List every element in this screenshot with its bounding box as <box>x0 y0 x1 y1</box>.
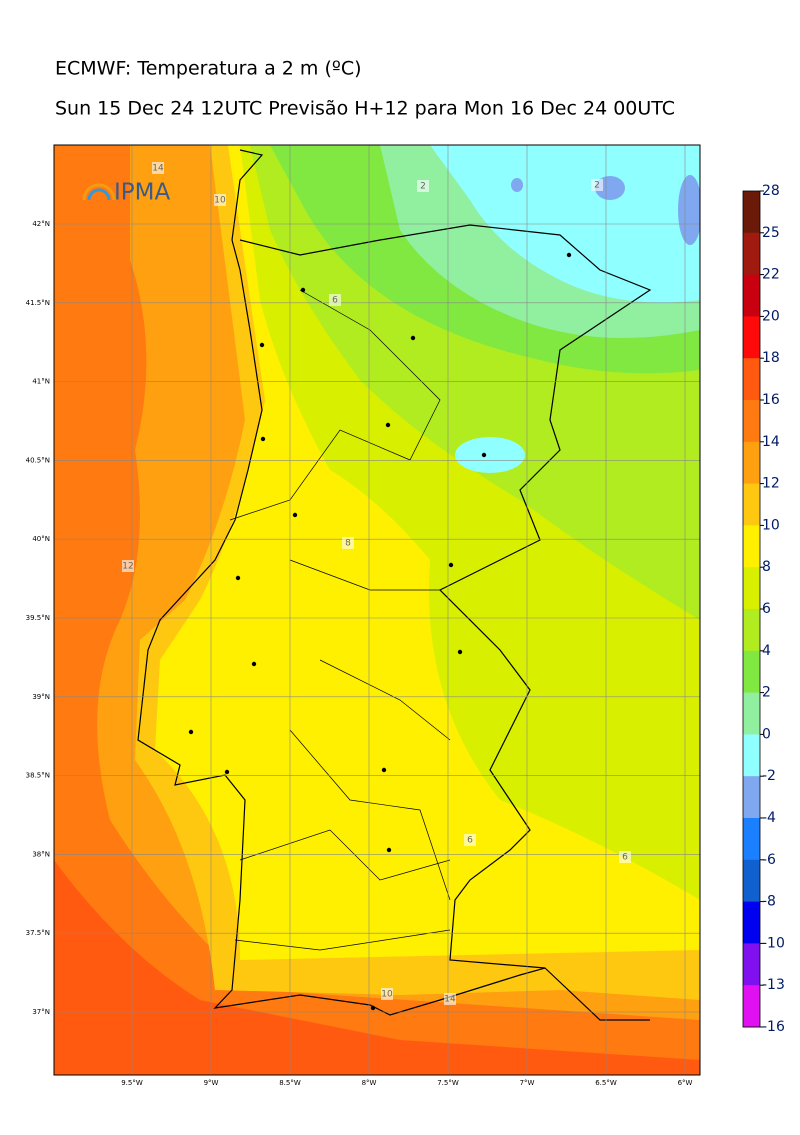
contour-label-bg <box>444 993 456 1005</box>
contour-label: 14 <box>152 164 164 174</box>
colorbar-segment <box>743 859 760 903</box>
colorbar-label: 20 <box>762 308 780 324</box>
contour-label-bg <box>417 180 429 192</box>
lat-label: 38°N <box>32 850 50 858</box>
colorbar-segment <box>743 525 760 568</box>
contour-label-bg <box>214 194 226 206</box>
colorbar-label: -4 <box>762 810 776 826</box>
contour-label: 2 <box>420 182 426 192</box>
contour-label: 12 <box>122 562 133 572</box>
colorbar-segment <box>743 650 760 694</box>
colorbar-label: -13 <box>762 977 785 993</box>
colorbar-segment <box>743 232 760 276</box>
lon-label: 9°W <box>204 1079 219 1087</box>
lon-label: 9.5°W <box>121 1079 143 1087</box>
lon-label: 8°W <box>362 1079 377 1087</box>
contour-label: 6 <box>467 836 473 846</box>
lon-label: 6°W <box>678 1079 693 1087</box>
colorbar-segment <box>743 776 760 819</box>
colorbar-label: 2 <box>762 685 771 701</box>
colorbar-segment <box>743 441 760 485</box>
colorbar-label: 4 <box>762 643 771 659</box>
lat-label: 40.5°N <box>26 456 50 464</box>
contour-label-bg <box>591 179 603 191</box>
colorbar-label: -6 <box>762 852 776 868</box>
lon-label: 7.5°W <box>437 1079 459 1087</box>
colorbar-segment <box>743 274 760 317</box>
colorbar-label: 25 <box>762 225 780 241</box>
colorbar-label: 6 <box>762 601 771 617</box>
colorbar-segment <box>743 943 760 986</box>
contour-label-bg <box>464 834 476 846</box>
colorbar-segment <box>743 567 760 610</box>
contour-label-bg <box>122 560 134 572</box>
logo-text: IPMA <box>114 180 170 206</box>
lat-label: 41°N <box>32 378 50 386</box>
title: ECMWF: Temperatura a 2 m (ºC) <box>55 58 362 80</box>
colorbar-label: 0 <box>762 726 771 742</box>
contour-label: 14 <box>444 995 456 1005</box>
lon-label: 6.5°W <box>595 1079 617 1087</box>
graticule: 42°N 41.5°N 41°N 40.5°N 40°N 39.5°N 39°N 38.5°N… <box>26 145 700 1087</box>
contour-label-bg <box>619 851 631 863</box>
map-frame <box>53 144 701 1076</box>
colorbar-segment <box>743 191 760 234</box>
lat-label: 40°N <box>32 535 50 543</box>
temperature-field <box>54 145 700 1075</box>
colorbar-label: 10 <box>762 517 780 533</box>
contour-label: 6 <box>332 296 338 306</box>
lat-label: 37.5°N <box>26 929 50 937</box>
colorbar-segment <box>743 692 760 735</box>
colorbar-label: -2 <box>762 768 776 784</box>
colorbar-label: -16 <box>762 1019 785 1035</box>
contour-label-bg <box>329 294 341 306</box>
colorbar-label: 16 <box>762 392 780 408</box>
contour-label-bg <box>381 988 393 1000</box>
cities <box>188 252 572 1011</box>
colorbar-label: 8 <box>762 559 771 575</box>
lat-label: 37°N <box>32 1008 50 1016</box>
contour-label: 10 <box>381 990 393 1000</box>
colorbar-segment <box>743 400 760 443</box>
colorbar-label: 14 <box>762 434 780 450</box>
contour-label: 6 <box>622 853 628 863</box>
colorbar-segment <box>743 358 760 401</box>
colorbar-label: -10 <box>762 935 785 951</box>
colorbar-label: 22 <box>762 267 780 283</box>
colorbar-label: 18 <box>762 350 780 366</box>
contour-label-bg <box>342 537 354 549</box>
logo: IPMA <box>82 180 170 206</box>
colorbar-label: 12 <box>762 476 780 492</box>
colorbar-segment <box>743 818 760 861</box>
contour-label: 8 <box>345 539 351 549</box>
colorbar-segment <box>743 901 760 944</box>
lon-label: 8.5°W <box>279 1079 301 1087</box>
lat-label: 42°N <box>32 220 50 228</box>
contour-label: 10 <box>214 196 226 206</box>
colorbar-segment <box>743 316 760 359</box>
lon-label: 7°W <box>520 1079 535 1087</box>
colorbar-label: 28 <box>762 183 780 199</box>
lat-label: 39°N <box>32 693 50 701</box>
lat-label: 38.5°N <box>26 772 50 780</box>
contour-label-bg <box>152 162 164 174</box>
colorbar-segment <box>743 985 760 1028</box>
subtitle: Sun 15 Dec 24 12UTC Previsão H+12 para M… <box>55 98 675 120</box>
colorbar-label: -8 <box>762 894 776 910</box>
colorbar-segment <box>743 734 760 777</box>
contour-label: 2 <box>594 181 600 191</box>
colorbar-segment <box>743 483 760 526</box>
lat-label: 39.5°N <box>26 614 50 622</box>
lat-label: 41.5°N <box>26 299 50 307</box>
colorbar-segment <box>743 609 760 652</box>
